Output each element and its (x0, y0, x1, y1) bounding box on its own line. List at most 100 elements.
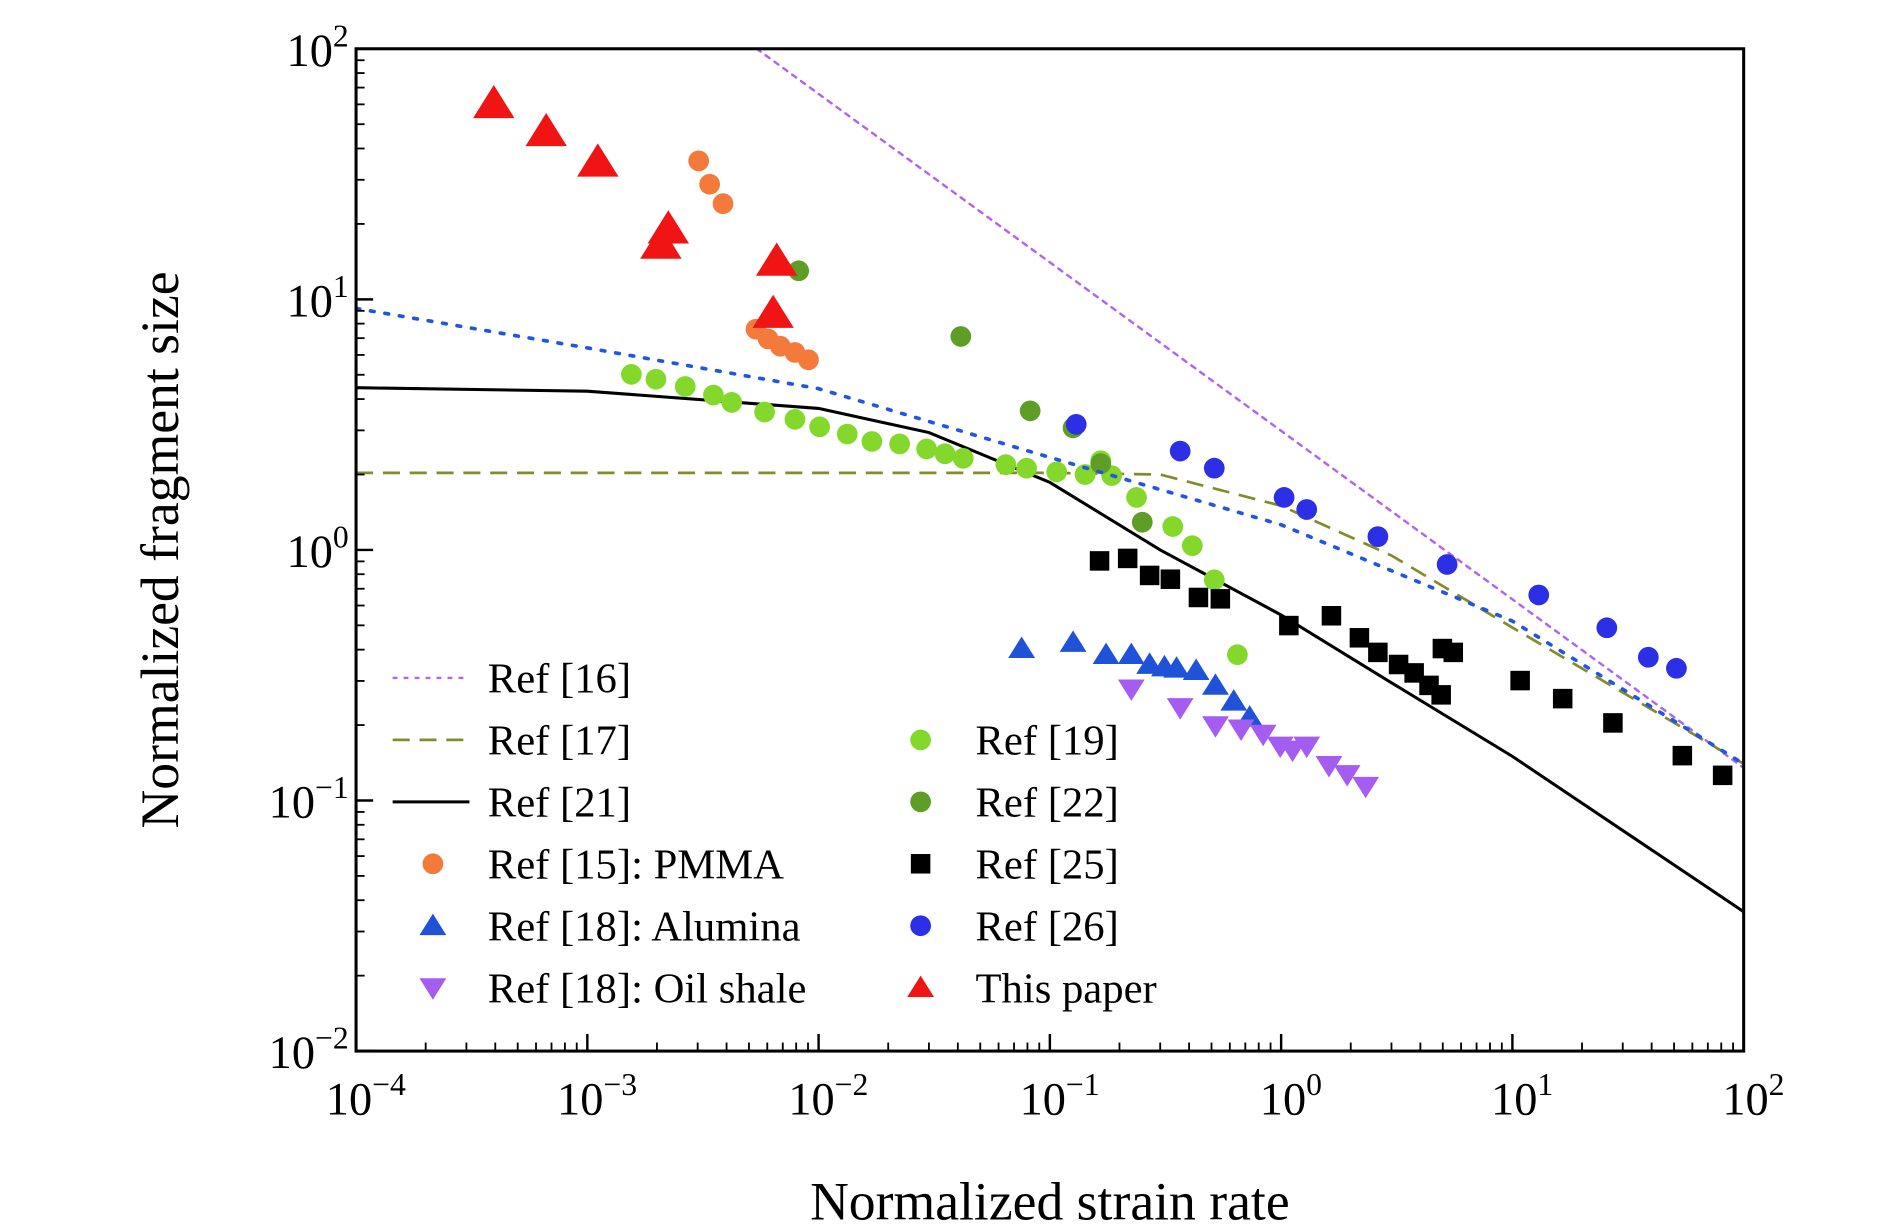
point (916, 438, 937, 460)
tick-base: 10 (1260, 1074, 1306, 1125)
point (674, 376, 696, 397)
point (1008, 636, 1036, 658)
point (1163, 656, 1190, 678)
point (1090, 453, 1112, 474)
point (809, 416, 830, 438)
tick-base: 10 (1491, 1074, 1537, 1125)
point (995, 454, 1017, 475)
point (1117, 679, 1145, 701)
point (1131, 511, 1153, 533)
tick-label: 10−2 (788, 1067, 868, 1126)
point (788, 260, 810, 282)
point (1019, 400, 1041, 422)
y-axis-label: Normalized fragment size (130, 271, 190, 828)
point (1188, 587, 1209, 608)
tick-label: 100 (1260, 1067, 1322, 1126)
tick-label: 10−4 (326, 1067, 406, 1126)
legend-label: Ref [15]: PMMA (488, 841, 784, 888)
point (699, 173, 721, 195)
tick-exponent: −4 (372, 1067, 406, 1102)
tick-exponent: −2 (315, 1021, 349, 1056)
point (1202, 716, 1229, 738)
legend-marker (910, 854, 931, 874)
point (620, 363, 642, 385)
tick-exponent: −1 (315, 770, 349, 805)
point (1202, 673, 1229, 695)
tick-exponent: 0 (333, 519, 349, 554)
tick-exponent: −3 (603, 1067, 637, 1102)
point (1089, 551, 1110, 571)
point (1092, 642, 1120, 665)
legend-marker (422, 853, 444, 875)
line (356, 306, 1744, 766)
point (1203, 457, 1225, 479)
point (1059, 630, 1087, 652)
point (712, 193, 734, 214)
tick-exponent: 2 (1769, 1067, 1785, 1102)
tick-base: 10 (1722, 1074, 1768, 1125)
legend-label: Ref [21] (488, 779, 631, 826)
legend-marker (907, 975, 935, 998)
tick-label: 101 (287, 269, 349, 328)
point (1182, 658, 1210, 680)
point (950, 326, 972, 347)
tick-label: 102 (287, 18, 349, 77)
point (1603, 713, 1623, 733)
tick-base: 10 (326, 1074, 372, 1125)
tick-exponent: 2 (333, 18, 349, 53)
tick-exponent: 1 (1537, 1067, 1553, 1102)
tick-label: 10−3 (557, 1067, 637, 1126)
point (1712, 765, 1733, 786)
point (1065, 414, 1087, 435)
point (1296, 499, 1318, 520)
point (1046, 461, 1068, 483)
axes-frame (354, 47, 1746, 1053)
point (1388, 654, 1409, 675)
tick-label: 10−1 (1020, 1067, 1100, 1126)
point (952, 447, 974, 469)
tick-label: 101 (1491, 1067, 1553, 1126)
legend-label: Ref [22] (975, 779, 1118, 826)
point (1321, 606, 1342, 626)
point (1368, 642, 1388, 663)
tick-label: 100 (287, 519, 349, 578)
point (577, 143, 619, 177)
legend-label: Ref [17] (488, 718, 631, 765)
point (1672, 745, 1693, 766)
tick-label: 102 (1722, 1067, 1784, 1126)
point (889, 433, 910, 455)
tick-base: 10 (287, 276, 333, 327)
point (934, 443, 956, 465)
tick-base: 10 (287, 26, 333, 77)
legend-label: Ref [26] (975, 903, 1118, 950)
legend-label: Ref [25] (975, 841, 1118, 888)
point (1436, 554, 1458, 575)
line (356, 386, 1744, 913)
point (1510, 670, 1530, 691)
point (1227, 719, 1255, 742)
point (1666, 657, 1687, 679)
legend-marker (419, 978, 447, 1000)
point (784, 408, 806, 430)
point (1552, 688, 1573, 709)
point (1596, 617, 1618, 639)
legend-label: Ref [19] (975, 718, 1118, 765)
legend-label: Ref [16] (488, 656, 631, 703)
point (836, 423, 858, 445)
tick-base: 10 (269, 778, 315, 829)
point (1126, 487, 1147, 508)
point (1315, 756, 1343, 778)
tick-base: 10 (287, 527, 333, 578)
point (1220, 689, 1248, 711)
point (798, 349, 819, 371)
legend-marker (910, 729, 931, 751)
point (1117, 548, 1138, 569)
legend-label: Ref [18]: Alumina (488, 903, 801, 950)
point (1162, 516, 1184, 537)
point (1117, 642, 1145, 665)
point (754, 401, 775, 423)
point (703, 384, 724, 406)
point (1166, 698, 1194, 720)
